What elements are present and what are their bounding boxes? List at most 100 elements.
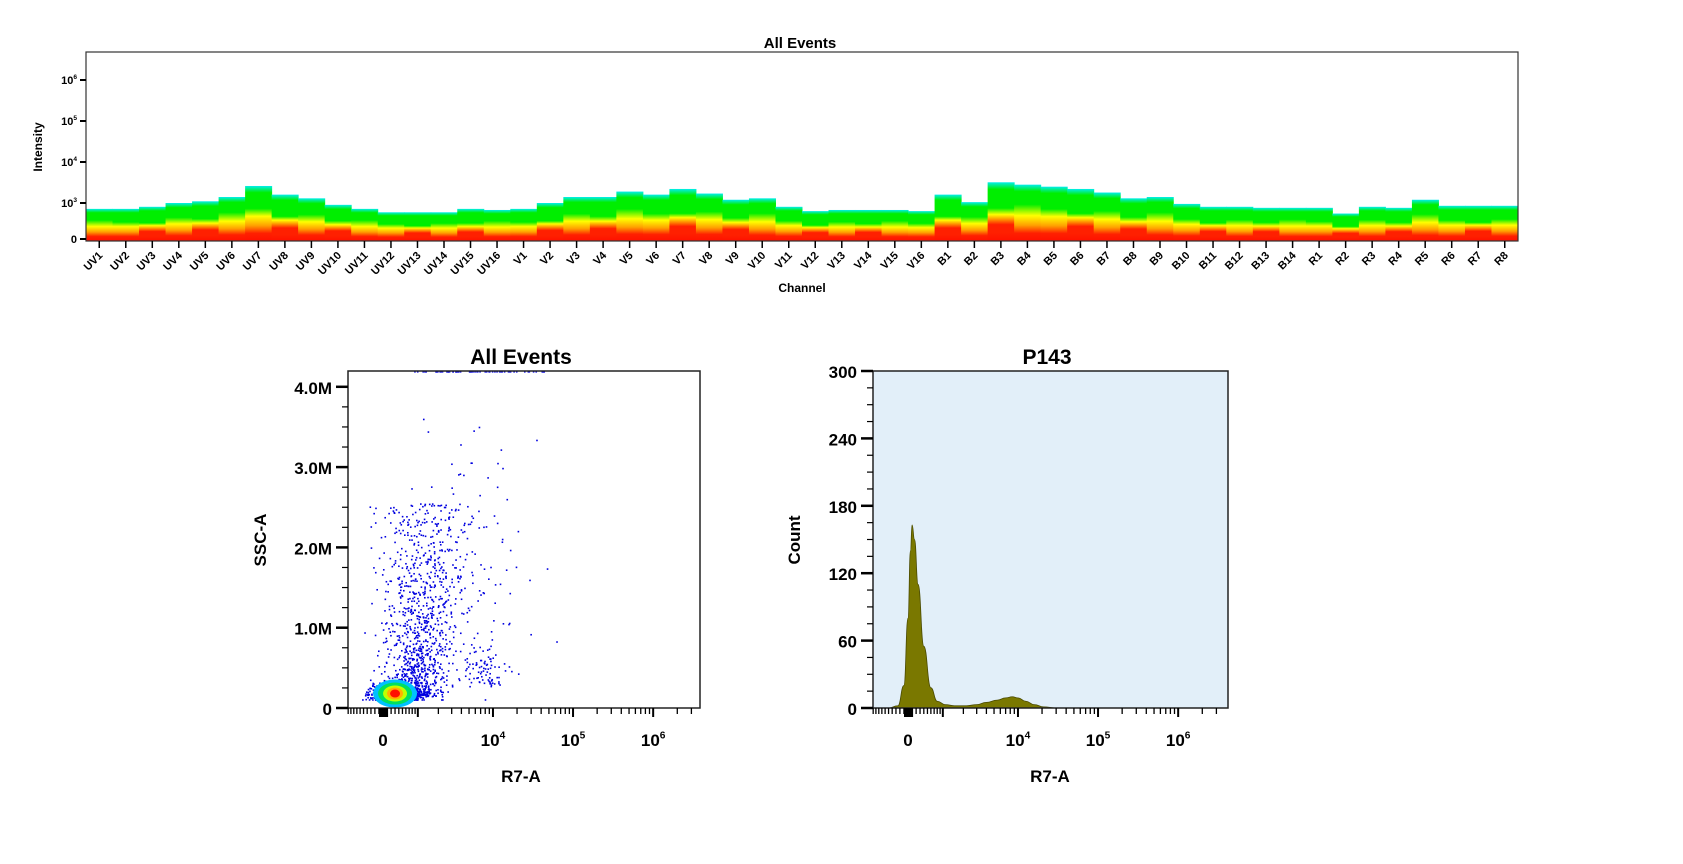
scatter-point (456, 549, 458, 551)
scatter-point (399, 597, 402, 599)
scatter-point (452, 493, 455, 495)
scatter-point (415, 678, 418, 681)
scatter-point (410, 657, 412, 660)
scatter-point (487, 477, 489, 479)
scatter-point (493, 620, 495, 622)
scatter-point (418, 685, 420, 687)
x-tick-label: 106 (641, 730, 666, 750)
scatter-point (439, 649, 441, 652)
scatter-point (416, 524, 419, 527)
scatter-point (426, 676, 429, 678)
scatter-point (463, 522, 466, 525)
x-tick-label: 0 (378, 731, 387, 750)
scatter-point (419, 564, 421, 566)
scatter-point (433, 643, 435, 645)
scatter-point (431, 521, 433, 523)
scatter-point (399, 532, 402, 535)
scatter-point (472, 574, 474, 577)
scatter-point (417, 692, 419, 695)
spectrum-column-UV1 (86, 208, 114, 241)
scatter-point (437, 652, 439, 655)
scatter-point (428, 575, 431, 578)
scatter-point (394, 676, 396, 679)
scatter-point (490, 645, 492, 648)
scatter-point (402, 611, 404, 613)
scatter-point (404, 585, 406, 587)
scatter-point (409, 625, 411, 628)
scatter-point (468, 678, 471, 681)
scatter-point (463, 524, 466, 527)
channel-label: V13 (826, 250, 848, 272)
scatter-point (424, 513, 427, 515)
scatter-point (480, 564, 482, 566)
channel-label: UV9 (294, 250, 318, 274)
scatter-point (390, 614, 392, 616)
scatter-point (429, 651, 431, 653)
scatter-point (408, 519, 410, 521)
scatter-point (401, 595, 404, 598)
scatter-point (412, 674, 414, 677)
scatter-point (429, 586, 432, 588)
scatter-point (367, 691, 370, 694)
scatter-point (393, 611, 396, 613)
scatter-point (412, 579, 414, 582)
scatter-point (424, 675, 426, 678)
scatter-point (407, 680, 410, 682)
scatter-point (413, 670, 416, 673)
scatter-point (425, 672, 427, 675)
channel-label: UV10 (316, 250, 344, 278)
scatter-point (417, 654, 420, 657)
scatter-point (439, 663, 442, 665)
y-tick-label: 300 (829, 363, 857, 382)
scatter-point (404, 648, 407, 650)
x-zero-tick (904, 708, 912, 717)
scatter-point (392, 630, 394, 633)
scatter-point (427, 621, 430, 623)
y-tick-label: 105 (61, 115, 77, 128)
scatter-point (473, 430, 475, 432)
y-tick-label: 104 (61, 156, 77, 169)
scatter-point (436, 617, 439, 620)
scatter-point (432, 664, 434, 667)
scatter-point (420, 652, 423, 655)
scatter-point (420, 562, 423, 564)
scatter-point (396, 674, 399, 677)
scatter-point (419, 593, 421, 596)
scatter-point (409, 597, 411, 600)
scatter-point (494, 584, 497, 586)
scatter-point (422, 580, 425, 583)
channel-label: UV6 (214, 250, 238, 274)
scatter-point (451, 549, 453, 552)
scatter-point (409, 661, 412, 664)
scatter-point (459, 371, 462, 373)
scatter-point (405, 649, 407, 652)
scatter-point (430, 555, 432, 557)
scatter-point (410, 672, 413, 675)
scatter-point (441, 550, 444, 552)
scatter-point (374, 522, 377, 524)
scatter-point (466, 657, 469, 660)
scatter-point (428, 558, 431, 561)
scatter-point (423, 692, 426, 695)
scatter-point (377, 650, 380, 653)
scatter-point (447, 371, 449, 373)
scatter-point (428, 692, 430, 694)
channel-label: V14 (852, 249, 875, 272)
scatter-point (450, 611, 453, 614)
scatter-point (405, 674, 407, 677)
scatter-point (390, 634, 392, 637)
scatter-point (416, 658, 419, 661)
scatter-point (475, 662, 478, 664)
channel-label: V16 (905, 250, 927, 272)
scatter-point (396, 676, 398, 679)
scatter-point (417, 684, 419, 687)
scatter-point (406, 664, 409, 667)
scatter-point (437, 661, 439, 664)
spectrum-column-B5 (1040, 186, 1068, 241)
scatter-point (414, 687, 417, 690)
scatter-point (406, 669, 409, 672)
scatter-point (390, 615, 393, 618)
scatter-point (437, 561, 440, 564)
spectrum-column-UV7 (245, 185, 273, 241)
scatter-point (447, 550, 450, 552)
